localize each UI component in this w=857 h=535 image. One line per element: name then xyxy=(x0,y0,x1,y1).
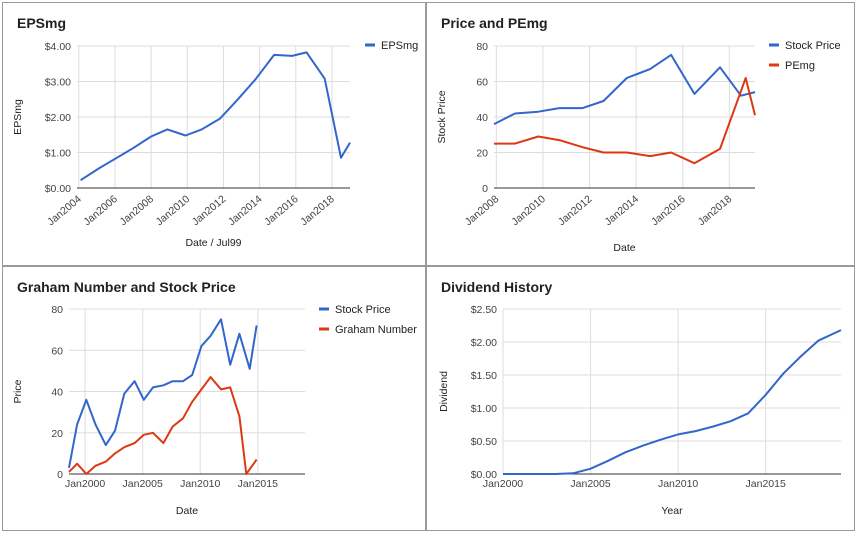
series-line-stock-price xyxy=(493,53,756,125)
y-tick-label: 0 xyxy=(482,183,488,195)
dividend-history-chart-panel: Dividend History $0.00 $0.50 $1.00 $1.50 $2.0… xyxy=(426,266,855,531)
x-tick-label: Jan2012 xyxy=(556,193,595,228)
x-tick-label: Jan2014 xyxy=(226,193,265,228)
x-tick-label: Jan2010 xyxy=(154,193,193,228)
x-axis-label: Year xyxy=(661,505,683,517)
legend-label: Stock Price xyxy=(785,40,841,52)
gridlines xyxy=(69,308,305,475)
chart-svg: EPSmg$0.00$1.00$2.00$3.00$4.00Jan2004Jan… xyxy=(12,15,418,249)
x-tick-label: Jan2008 xyxy=(117,193,156,228)
x-tick-label: Jan2004 xyxy=(45,193,84,228)
x-tick-label: Jan2015 xyxy=(238,478,278,490)
series-line-epsmg xyxy=(80,51,351,182)
y-tick-label: 80 xyxy=(51,304,63,316)
x-axis-label: Date / Jul99 xyxy=(185,237,241,249)
y-tick-label: 0 xyxy=(57,469,63,481)
x-tick-label: Jan2016 xyxy=(262,193,301,228)
y-axis-label: Price xyxy=(12,379,24,403)
legend-label: Stock Price xyxy=(335,304,391,316)
legend-label: Graham Number xyxy=(335,324,417,336)
y-axis-label: Stock Price xyxy=(436,90,448,143)
y-tick-label: $1.00 xyxy=(471,403,497,415)
y-axis-label: Dividend xyxy=(438,371,450,412)
price-pe-chart-panel: Price and PEmg 0 20 40 60 80 Jan2008 Jan2010 Jan… xyxy=(426,2,855,266)
x-tick-label: Jan2012 xyxy=(190,193,229,228)
x-axis-label: Date xyxy=(176,505,198,517)
y-tick-label: 80 xyxy=(476,41,488,53)
y-tick-label: $0.00 xyxy=(45,183,71,195)
y-tick-label: 40 xyxy=(476,112,488,124)
x-tick-label: Jan2005 xyxy=(123,478,163,490)
series-line-stock-price xyxy=(68,318,258,468)
x-tick-label: Jan2018 xyxy=(298,193,337,228)
x-tick-label: Jan2010 xyxy=(180,478,220,490)
y-tick-label: $1.50 xyxy=(471,370,497,382)
chart-title: Graham Number and Stock Price xyxy=(17,279,236,295)
x-tick-label: Jan2010 xyxy=(509,193,548,228)
x-tick-label: Jan2005 xyxy=(570,478,610,490)
chart-title: Dividend History xyxy=(441,279,552,295)
gridlines xyxy=(502,308,841,475)
y-tick-label: 40 xyxy=(51,387,63,399)
y-tick-label: $1.00 xyxy=(45,148,71,160)
gridlines xyxy=(494,45,755,189)
eps-chart-panel: EPSmg $0.00 $1.00 $2.00 $3.00 $4.00 Jan2004 Jan… xyxy=(2,2,426,266)
y-tick-label: $2.50 xyxy=(471,304,497,316)
chart-title: EPSmg xyxy=(17,15,66,31)
y-tick-label: 20 xyxy=(476,148,488,160)
y-tick-label: $4.00 xyxy=(45,41,71,53)
chart-svg: Graham Number and Stock Price 0 20 40 60 80 Ja… xyxy=(12,279,417,517)
y-tick-label: 60 xyxy=(51,345,63,357)
chart-svg: Dividend History $0.00 $0.50 $1.00 $1.50 $2.0… xyxy=(438,279,842,517)
x-axis-label: Date xyxy=(613,242,635,254)
x-tick-label: Jan2018 xyxy=(696,193,735,228)
x-tick-label: Jan2006 xyxy=(81,193,120,228)
x-tick-label: Jan2015 xyxy=(746,478,786,490)
gridlines xyxy=(77,45,350,189)
graham-number-chart-panel: Graham Number and Stock Price 0 20 40 60 80 Ja… xyxy=(2,266,426,531)
series-line-pemg xyxy=(494,77,756,165)
x-tick-label: Jan2000 xyxy=(65,478,105,490)
chart-title: Price and PEmg xyxy=(441,15,548,31)
y-tick-label: $0.50 xyxy=(471,436,497,448)
y-tick-label: $0.00 xyxy=(471,469,497,481)
legend-label: PEmg xyxy=(785,60,815,72)
y-axis-label: EPSmg xyxy=(12,99,24,135)
x-tick-label: Jan2010 xyxy=(658,478,698,490)
y-tick-label: $2.00 xyxy=(45,112,71,124)
y-tick-label: $2.00 xyxy=(471,337,497,349)
x-tick-label: Jan2000 xyxy=(483,478,523,490)
legend-label: EPSmg xyxy=(381,40,418,52)
x-tick-label: Jan2008 xyxy=(463,193,502,228)
y-tick-label: $3.00 xyxy=(45,77,71,89)
y-tick-label: 20 xyxy=(51,428,63,440)
y-tick-label: 60 xyxy=(476,77,488,89)
x-tick-label: Jan2016 xyxy=(649,193,688,228)
x-tick-label: Jan2014 xyxy=(602,193,641,228)
series-line-graham-number xyxy=(68,376,258,475)
series-line-dividend xyxy=(503,329,842,475)
